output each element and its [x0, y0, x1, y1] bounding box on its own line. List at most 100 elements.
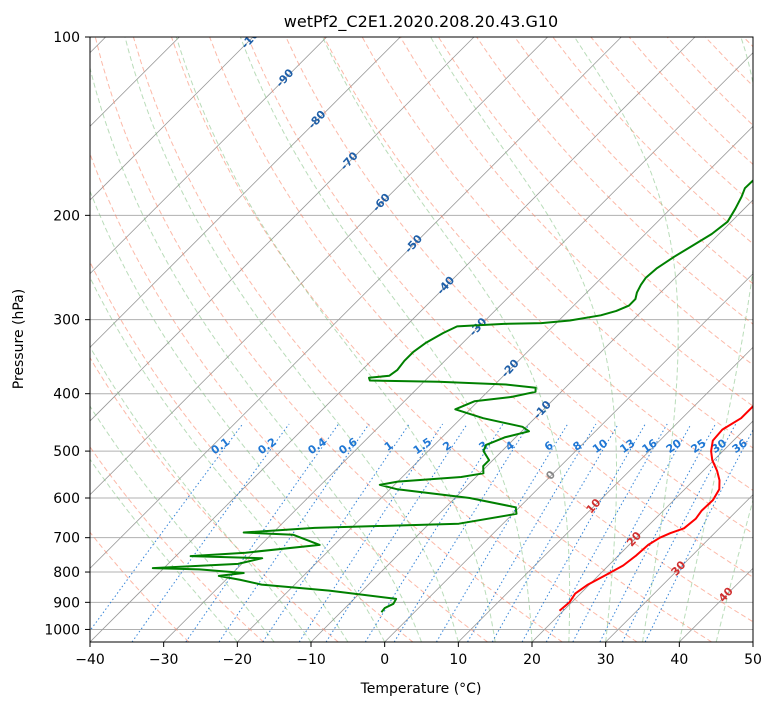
dry-adiabat-line — [323, 37, 753, 491]
background-lines — [90, 37, 753, 642]
moist-adiabat-line — [90, 276, 349, 642]
moist-adiabat-line — [90, 65, 422, 642]
dry-adiabat-line — [399, 37, 753, 407]
moist-adiabat-line — [574, 37, 679, 642]
y-axis-label: Pressure (hPa) — [11, 289, 27, 389]
mixing-ratio-line — [467, 423, 597, 642]
dry-adiabat-line — [361, 37, 753, 449]
isotherm-label: 10 — [584, 496, 604, 516]
dewpoint-line — [151, 179, 753, 613]
moist-adiabat-line — [430, 37, 617, 642]
moist-adiabat-line — [90, 458, 238, 642]
mixing-ratio-label: 10 — [590, 436, 610, 456]
y-tick-label: 600 — [53, 491, 80, 507]
mixing-ratio-line — [262, 423, 410, 642]
y-tick-label: 500 — [53, 444, 80, 460]
dry-adiabat-line — [552, 37, 753, 245]
moist-adiabat-line — [90, 405, 275, 642]
y-tick-label: 100 — [53, 30, 80, 46]
isotherm-line — [605, 494, 753, 642]
mixing-ratio-line — [325, 423, 468, 642]
dry-adiabat-line — [171, 37, 712, 642]
isotherm-label: 0 — [543, 468, 558, 483]
isotherm-line — [163, 52, 753, 642]
isotherm-line — [310, 199, 753, 642]
isotherm-label: 20 — [624, 529, 644, 549]
isotherm-line — [90, 37, 696, 642]
dry-adiabat-line — [90, 152, 488, 642]
isotherm-line — [531, 420, 753, 642]
x-axis-label: Temperature (°C) — [360, 681, 482, 697]
y-tick-label: 400 — [53, 387, 80, 403]
dry-adiabat-line — [666, 37, 753, 126]
mixing-ratio-label: 25 — [689, 437, 709, 456]
mixing-ratio-line — [521, 423, 646, 642]
x-tick-label: 0 — [380, 652, 389, 668]
dry-adiabat-line — [590, 37, 753, 205]
mixing-ratio-line — [185, 423, 340, 642]
isotherm-line — [458, 346, 753, 642]
mixing-ratio-line — [545, 423, 668, 642]
x-tick-label: −30 — [149, 652, 179, 668]
x-tick-label: 40 — [670, 652, 688, 668]
x-tick-label: −40 — [75, 652, 105, 668]
isotherm-line — [90, 37, 622, 569]
mixing-ratio-label: 0.2 — [256, 435, 279, 457]
y-tick-label: 1000 — [44, 622, 80, 638]
mixing-ratio-line — [393, 423, 530, 642]
mixing-ratio-line — [131, 423, 290, 642]
dry-adiabat-line — [209, 37, 753, 623]
mixing-ratio-line — [621, 423, 737, 642]
isotherm-line — [237, 125, 753, 642]
y-axis: 100 200 300 400 500 600 700 800 900 1000 — [44, 30, 90, 638]
dry-adiabat-line — [90, 446, 264, 642]
isotherm-line — [90, 37, 475, 422]
profiles — [151, 179, 753, 613]
moist-adiabat-line — [322, 37, 571, 642]
isotherm-label: 30 — [669, 558, 689, 578]
mixing-ratio-line — [644, 428, 753, 642]
dry-adiabat-line — [704, 37, 753, 87]
moist-adiabat-line — [90, 189, 386, 642]
isotherm-line — [679, 567, 753, 642]
dry-adiabat-line — [90, 531, 190, 642]
dry-adiabat-line — [437, 37, 753, 366]
x-tick-label: 20 — [523, 652, 541, 668]
isotherm-line — [90, 37, 327, 275]
isotherm-label: 40 — [716, 584, 736, 604]
dry-adiabat-line — [132, 37, 638, 642]
mixing-ratio-line — [435, 423, 569, 642]
x-axis: −40 −30 −20 −10 0 10 20 30 40 50 — [75, 642, 762, 668]
mixing-ratio-label: 0.6 — [336, 435, 360, 457]
dry-adiabat-line — [743, 37, 753, 48]
dry-adiabat-line — [247, 37, 753, 578]
y-tick-label: 200 — [53, 208, 80, 224]
x-tick-label: −20 — [223, 652, 253, 668]
mixing-ratio-label: 36 — [730, 436, 750, 456]
dry-adiabat-line — [514, 37, 753, 285]
mixing-ratio-line — [364, 423, 504, 642]
mixing-ratio-label: 16 — [640, 436, 660, 456]
x-tick-label: 30 — [597, 652, 615, 668]
x-tick-label: 10 — [449, 652, 467, 668]
mixing-ratio-label: 1.5 — [411, 435, 434, 457]
isotherm-line — [90, 37, 401, 348]
plot-frame — [89, 36, 754, 643]
moist-adiabat-line — [90, 345, 312, 642]
y-tick-label: 300 — [53, 313, 80, 329]
isotherm-line — [752, 641, 753, 642]
isotherm-line — [90, 37, 254, 201]
mixing-ratio-line — [599, 423, 716, 642]
dry-adiabat-line — [90, 260, 414, 642]
chart-title: wetPf2_C2E1.2020.208.20.43.G10 — [284, 12, 558, 32]
mixing-ratio-label: 13 — [617, 437, 637, 456]
x-tick-label: −10 — [296, 652, 326, 668]
moist-adiabat-line — [175, 37, 496, 642]
mixing-ratio-label: 0.4 — [306, 435, 330, 457]
dry-adiabat-line — [285, 37, 753, 535]
temperature-line — [558, 404, 753, 612]
moist-adiabat-line — [715, 498, 753, 642]
moist-adiabat-line — [239, 37, 533, 642]
